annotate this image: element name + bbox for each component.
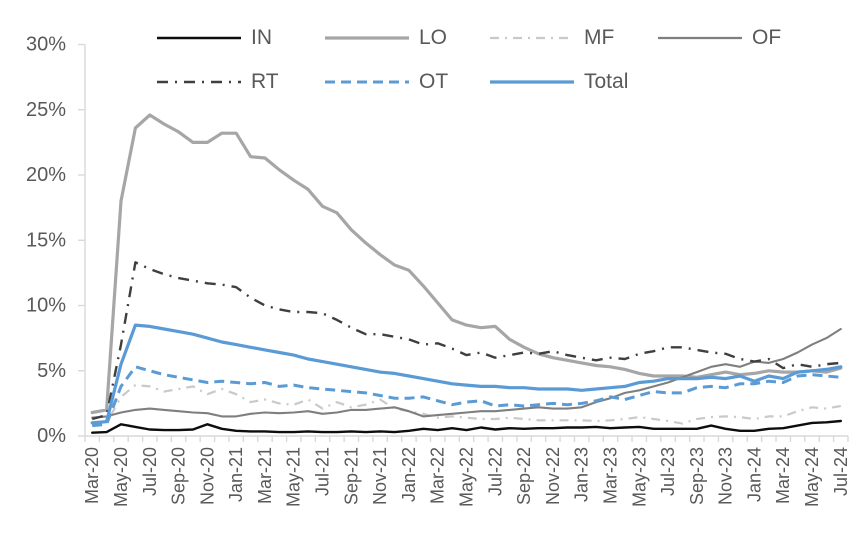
y-axis-label: 5% [37,360,66,382]
y-axis-label: 10% [26,295,66,317]
legend-line-swatch [658,36,742,40]
legend-item-total: Total [490,70,628,94]
x-axis-label: May-24 [802,447,822,507]
series-line-lo [90,113,843,415]
x-axis-label: Sep-20 [169,447,189,505]
x-axis-label: Jan-22 [399,447,419,502]
legend-label: Total [584,70,629,93]
x-axis-label: Nov-23 [716,447,736,505]
x-axis-label: May-20 [111,447,131,507]
legend-item-of: OF [658,26,781,50]
x-axis-label: Mar-23 [600,447,620,504]
series-line-of [91,327,842,419]
legend-label: LO [419,26,448,49]
legend-line-swatch [325,36,409,40]
legend-line-swatch [490,80,574,84]
x-axis-label: Jan-23 [572,447,592,502]
series-line-rt [91,261,841,421]
x-axis-label: Nov-22 [543,447,563,505]
legend-line-swatch [490,36,574,40]
y-axis-label: 0% [37,425,66,447]
y-axis-label: 15% [26,229,66,251]
legend-label: IN [251,26,272,49]
x-axis-label: May-21 [284,447,304,507]
x-axis-label: Jul-23 [658,447,678,496]
legend-item-mf: MF [490,26,614,50]
series-line-total [90,323,843,425]
y-axis-label: 20% [26,164,66,186]
series-line-ot [92,365,841,428]
legend-label: RT [251,70,279,93]
x-axis-label: Sep-21 [341,447,361,505]
legend-label: OT [419,70,449,93]
y-axis-label: 25% [26,99,66,121]
chart-legend: IN LO MF OF RT OT Total [0,0,852,110]
x-axis-label: May-22 [457,447,477,507]
x-axis-label: Mar-21 [255,447,275,504]
x-axis-label: Mar-24 [773,447,793,504]
x-axis-label: May-23 [629,447,649,507]
legend-line-swatch [157,36,241,40]
legend-item-in: IN [157,26,272,50]
legend-item-rt: RT [157,70,279,94]
x-axis-label: Sep-22 [514,447,534,505]
x-axis-label: Nov-20 [197,447,217,505]
y-axis-label: 30% [26,34,66,56]
x-axis-label: Jan-21 [226,447,246,502]
x-axis-label: Jan-24 [744,447,764,502]
x-axis-label: Jul-22 [485,447,505,496]
x-axis-label: Mar-22 [428,447,448,504]
legend-label: OF [752,26,782,49]
series-line-in [90,419,842,434]
legend-line-swatch [325,80,409,84]
x-axis-label: Jul-21 [313,447,333,496]
series-line-mf [92,384,841,426]
x-axis-label: Jul-24 [831,447,851,496]
legend-label: MF [584,26,615,49]
legend-item-ot: OT [325,70,448,94]
x-axis-label: Jul-20 [140,447,160,496]
legend-line-swatch [157,80,241,84]
x-axis-label: Mar-20 [82,447,102,504]
x-axis-label: Sep-23 [687,447,707,505]
legend-item-lo: LO [325,26,447,50]
x-axis-label: Nov-21 [370,447,390,505]
